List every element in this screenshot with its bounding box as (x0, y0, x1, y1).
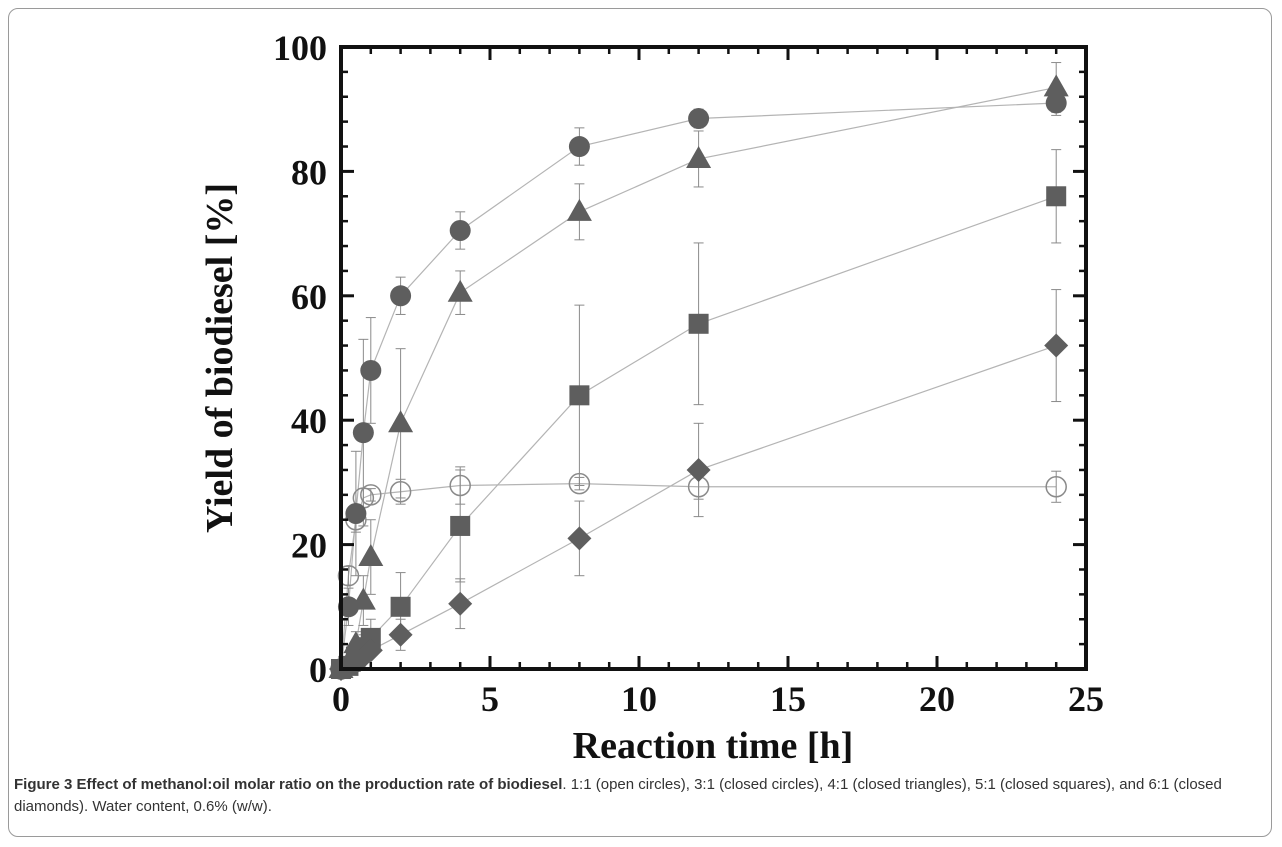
figure-caption: Figure 3 Effect of methanol:oil molar ra… (14, 774, 1276, 818)
open-circle-marker (1045, 476, 1067, 498)
closed-square-marker (688, 313, 709, 334)
closed-diamond-marker (388, 622, 413, 647)
y-tick-label: 60 (291, 277, 327, 317)
x-tick-label: 25 (1068, 679, 1104, 719)
axes (339, 45, 1088, 671)
y-tick-label: 100 (273, 28, 327, 68)
closed-circle-marker (390, 285, 412, 307)
closed-square-marker (569, 385, 590, 406)
closed-triangle-marker (388, 410, 414, 433)
x-tick-label: 15 (770, 679, 806, 719)
closed-circle-marker (345, 503, 367, 524)
closed-triangle-marker (566, 198, 592, 221)
caption-lead: Figure 3 Effect of methanol:oil molar ra… (14, 776, 563, 793)
closed-triangle-marker (358, 544, 384, 567)
closed-circle-line (340, 102, 1057, 670)
closed-triangle-marker (447, 279, 473, 302)
open-circle-marker (389, 480, 412, 503)
closed-diamond-marker (567, 526, 592, 551)
closed-square-marker (390, 596, 411, 617)
x-tick-label: 5 (481, 679, 499, 719)
closed-circle-marker (352, 422, 374, 444)
open-circle-marker (360, 484, 382, 506)
closed-circle-marker (360, 359, 382, 381)
yield-chart: 0 5 10 15 20 25 0 20 40 60 80 100 Reaction time [h]… (199, 28, 1104, 767)
y-tick-label: 0 (309, 650, 327, 690)
closed-circle-marker (568, 136, 590, 158)
closed-diamond-marker (686, 457, 711, 482)
closed-triangle-marker (350, 587, 376, 610)
y-tick-label: 80 (291, 152, 327, 192)
closed-triangle-marker (686, 145, 712, 168)
closed-circle-marker (1045, 92, 1067, 114)
closed-diamond-marker (1044, 333, 1069, 358)
closed-square-marker (1046, 186, 1067, 207)
plot-frame (339, 45, 1088, 671)
x-axis-title: Reaction time [h] (573, 725, 854, 767)
caption-text: . 1:1 (open circles), 3:1 (closed circle… (14, 776, 1222, 815)
y-axis-title: Yield of biodiesel [%] (199, 183, 241, 533)
x-tick-label: 20 (919, 679, 955, 719)
y-tick-label: 20 (291, 526, 327, 566)
open-circle-marker (568, 472, 591, 495)
y-tick-label: 40 (291, 401, 327, 441)
closed-square-marker (450, 515, 471, 536)
closed-circle-marker (337, 596, 359, 618)
open-circle-marker (337, 564, 360, 587)
closed-circle-marker (449, 219, 471, 241)
tick-labels: 0 5 10 15 20 25 0 20 40 60 80 100 (273, 28, 1104, 719)
closed-square-marker (360, 627, 381, 648)
open-circle-marker (449, 474, 471, 497)
data-markers (328, 74, 1069, 681)
closed-triangle-marker (1043, 74, 1069, 97)
x-tick-label: 0 (332, 679, 350, 719)
figure-frame (8, 8, 1272, 837)
open-circle-line (340, 483, 1057, 670)
closed-diamond-marker (448, 591, 473, 616)
closed-circle-marker (688, 108, 710, 130)
x-tick-label: 10 (621, 679, 657, 719)
closed-diamond-marker (358, 638, 383, 663)
